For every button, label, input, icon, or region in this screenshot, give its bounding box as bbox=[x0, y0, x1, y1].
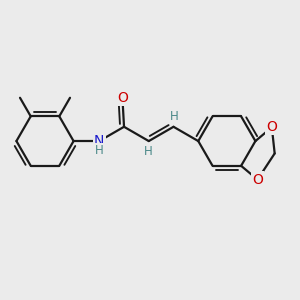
Text: H: H bbox=[170, 110, 178, 123]
Text: H: H bbox=[144, 145, 152, 158]
Text: O: O bbox=[252, 172, 263, 187]
Text: N: N bbox=[94, 134, 104, 148]
Text: O: O bbox=[266, 120, 277, 134]
Text: H: H bbox=[95, 144, 104, 157]
Text: O: O bbox=[117, 91, 128, 105]
